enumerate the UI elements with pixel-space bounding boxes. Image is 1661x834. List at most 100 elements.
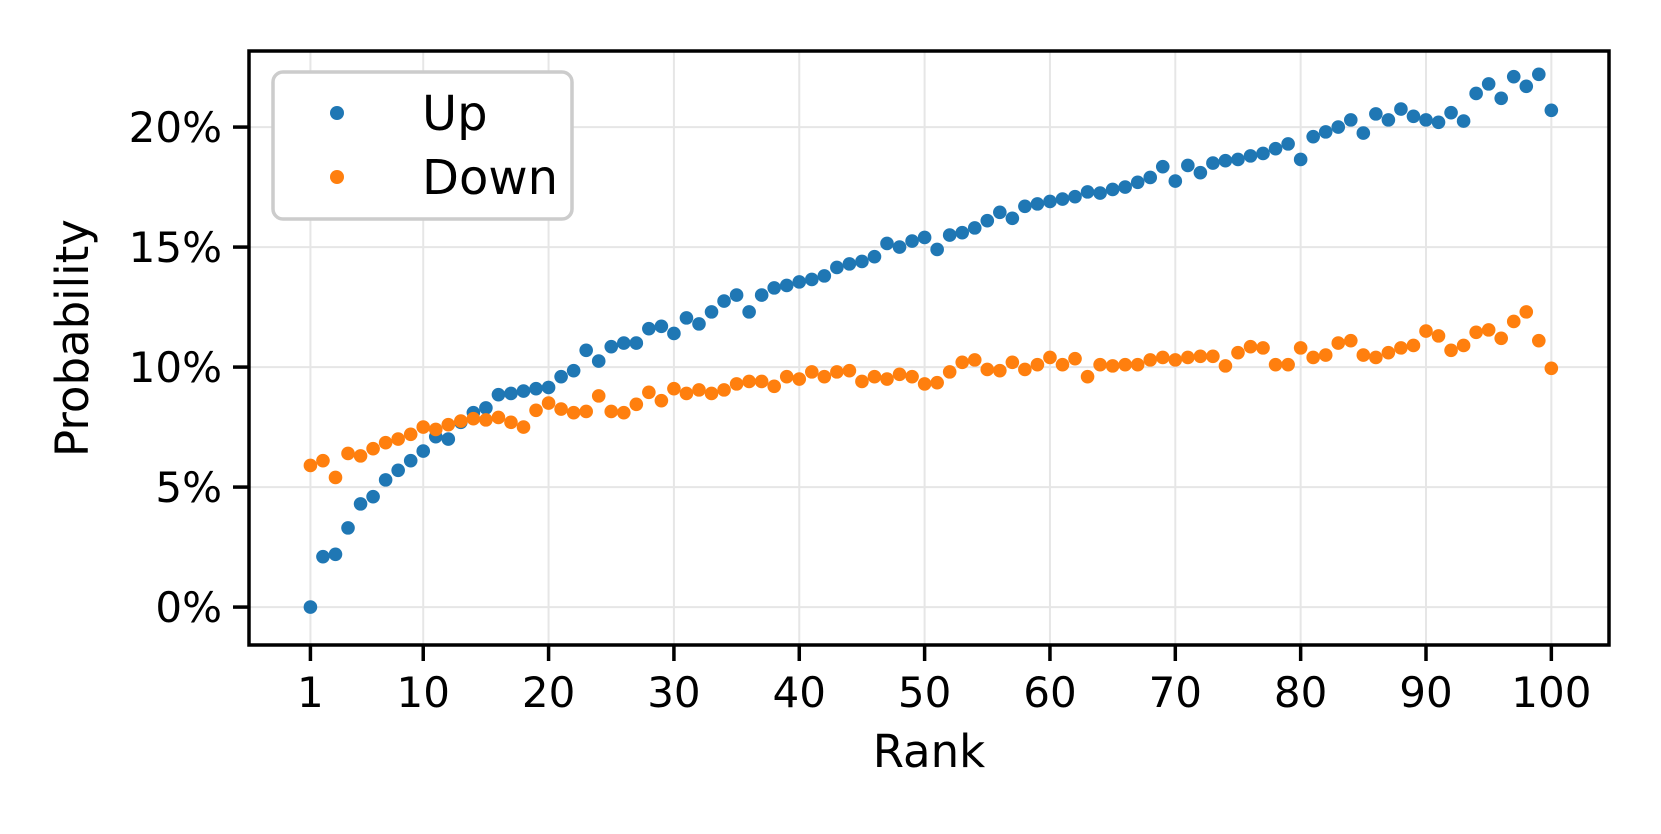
- data-point-down: [416, 420, 431, 434]
- data-point-up: [366, 489, 380, 504]
- data-point-up: [729, 288, 744, 302]
- data-point-down: [1381, 345, 1396, 360]
- data-point-up: [1055, 192, 1070, 206]
- data-point-up: [416, 444, 431, 458]
- data-point-down: [1419, 324, 1433, 338]
- data-point-down: [830, 365, 844, 379]
- data-point-up: [1068, 189, 1082, 204]
- data-point-down: [667, 381, 681, 396]
- data-point-up: [604, 339, 619, 354]
- data-point-down: [930, 375, 944, 390]
- data-point-down: [366, 441, 380, 456]
- data-point-down: [1030, 357, 1045, 372]
- data-point-up: [905, 234, 919, 248]
- data-point-up: [1494, 91, 1509, 106]
- data-point-down: [880, 372, 894, 386]
- x-tick-label: 70: [1149, 668, 1202, 717]
- data-point-down: [1369, 350, 1383, 365]
- data-point-down: [1243, 339, 1258, 354]
- data-point-up: [1519, 79, 1534, 94]
- data-point-up: [1206, 156, 1220, 170]
- data-points-down: [303, 305, 1559, 485]
- data-point-down: [554, 402, 568, 416]
- data-point-down: [1005, 355, 1020, 370]
- x-tick-label: 60: [1023, 668, 1076, 717]
- data-point-down: [341, 446, 355, 461]
- data-point-up: [1093, 186, 1107, 200]
- data-point-down: [1456, 338, 1471, 353]
- data-point-down: [391, 432, 405, 446]
- data-point-down: [767, 379, 781, 394]
- data-point-up: [742, 305, 756, 319]
- y-axis-label: Probability: [46, 219, 99, 457]
- data-point-down: [1281, 357, 1295, 372]
- data-point-down: [1231, 345, 1245, 360]
- data-point-up: [1331, 120, 1346, 134]
- data-point-up: [667, 326, 681, 341]
- data-point-up: [717, 294, 731, 308]
- data-point-down: [1181, 350, 1195, 365]
- data-point-up: [955, 225, 970, 240]
- data-point-down: [1394, 341, 1408, 355]
- data-point-up: [1030, 197, 1045, 211]
- data-point-down: [328, 470, 343, 485]
- data-point-down: [516, 420, 531, 434]
- data-point-up: [1181, 158, 1195, 173]
- data-point-down: [1406, 338, 1421, 353]
- data-point-down: [942, 365, 957, 379]
- data-point-up: [1456, 114, 1471, 128]
- data-point-up: [792, 275, 807, 289]
- data-point-down: [842, 363, 857, 378]
- x-tick-label: 100: [1511, 668, 1591, 717]
- data-point-up: [967, 221, 982, 235]
- data-point-up: [642, 321, 656, 336]
- data-point-up: [441, 432, 456, 446]
- data-point-down: [1268, 357, 1283, 372]
- data-point-down: [967, 353, 982, 367]
- data-point-down: [717, 383, 731, 397]
- data-point-down: [1105, 359, 1120, 373]
- data-point-down: [1532, 333, 1546, 348]
- data-point-up: [942, 228, 957, 242]
- x-tick-label: 90: [1399, 668, 1452, 717]
- data-point-down: [704, 386, 719, 401]
- data-point-up: [692, 317, 706, 331]
- data-point-down: [1318, 348, 1333, 362]
- data-point-down: [303, 458, 318, 473]
- data-point-up: [1293, 152, 1308, 167]
- y-tick-label: 10%: [129, 343, 222, 392]
- data-point-up: [892, 240, 907, 254]
- data-point-up: [554, 369, 568, 384]
- legend: Up Down: [271, 70, 574, 221]
- data-point-up: [1419, 113, 1433, 127]
- data-point-down: [479, 413, 493, 427]
- data-point-up: [1532, 67, 1546, 82]
- data-point-up: [704, 305, 719, 319]
- data-point-up: [579, 343, 593, 358]
- data-point-down: [616, 405, 631, 420]
- data-point-down: [1093, 357, 1107, 372]
- data-point-up: [1381, 113, 1396, 127]
- data-point-up: [1469, 86, 1483, 101]
- y-tick-label: 15%: [129, 223, 222, 272]
- plot-frame: [247, 49, 1611, 647]
- data-point-down: [1055, 357, 1070, 372]
- data-point-down: [980, 362, 995, 377]
- data-point-down: [1343, 333, 1358, 348]
- data-point-down: [955, 355, 970, 370]
- data-point-down: [905, 369, 919, 384]
- data-point-up: [1394, 102, 1408, 116]
- data-point-up: [855, 254, 869, 269]
- data-point-down: [993, 363, 1007, 378]
- data-point-up: [779, 278, 794, 293]
- data-point-down: [1481, 323, 1496, 337]
- data-point-up: [303, 600, 318, 614]
- data-point-up: [491, 387, 506, 402]
- data-point-up: [504, 386, 518, 401]
- data-point-up: [1343, 113, 1358, 127]
- data-point-up: [1193, 165, 1208, 180]
- data-point-up: [1231, 152, 1245, 167]
- y-tick-label: 5%: [155, 463, 222, 512]
- data-point-down: [754, 374, 769, 389]
- data-point-down: [1356, 348, 1371, 362]
